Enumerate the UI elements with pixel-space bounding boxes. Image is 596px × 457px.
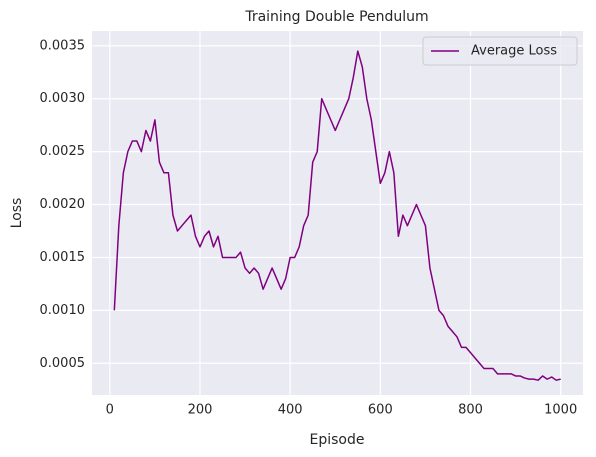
x-tick-label: 400	[278, 403, 303, 418]
y-tick-label: 0.0010	[40, 303, 86, 318]
legend-label: Average Loss	[471, 44, 557, 59]
data-line	[113, 50, 561, 381]
x-tick-label: 1000	[544, 403, 577, 418]
x-tick-label: 600	[368, 403, 393, 418]
y-tick-label: 0.0025	[40, 144, 86, 159]
x-axis-label: Episode	[310, 432, 365, 448]
y-tick-label: 0.0015	[40, 250, 86, 265]
y-axis-label: Loss	[9, 198, 25, 229]
legend-box	[422, 36, 578, 66]
y-tick-label: 0.0005	[40, 356, 86, 371]
x-tick-label: 200	[188, 403, 213, 418]
y-tick-label: 0.0030	[40, 91, 86, 106]
chart-title: Training Double Pendulum	[244, 9, 428, 25]
x-tick-label: 800	[458, 403, 483, 418]
x-tick-label: 0	[106, 403, 114, 418]
y-tick-label: 0.0035	[40, 38, 86, 53]
y-tick-label: 0.0020	[40, 197, 86, 212]
plot-area	[92, 31, 583, 395]
